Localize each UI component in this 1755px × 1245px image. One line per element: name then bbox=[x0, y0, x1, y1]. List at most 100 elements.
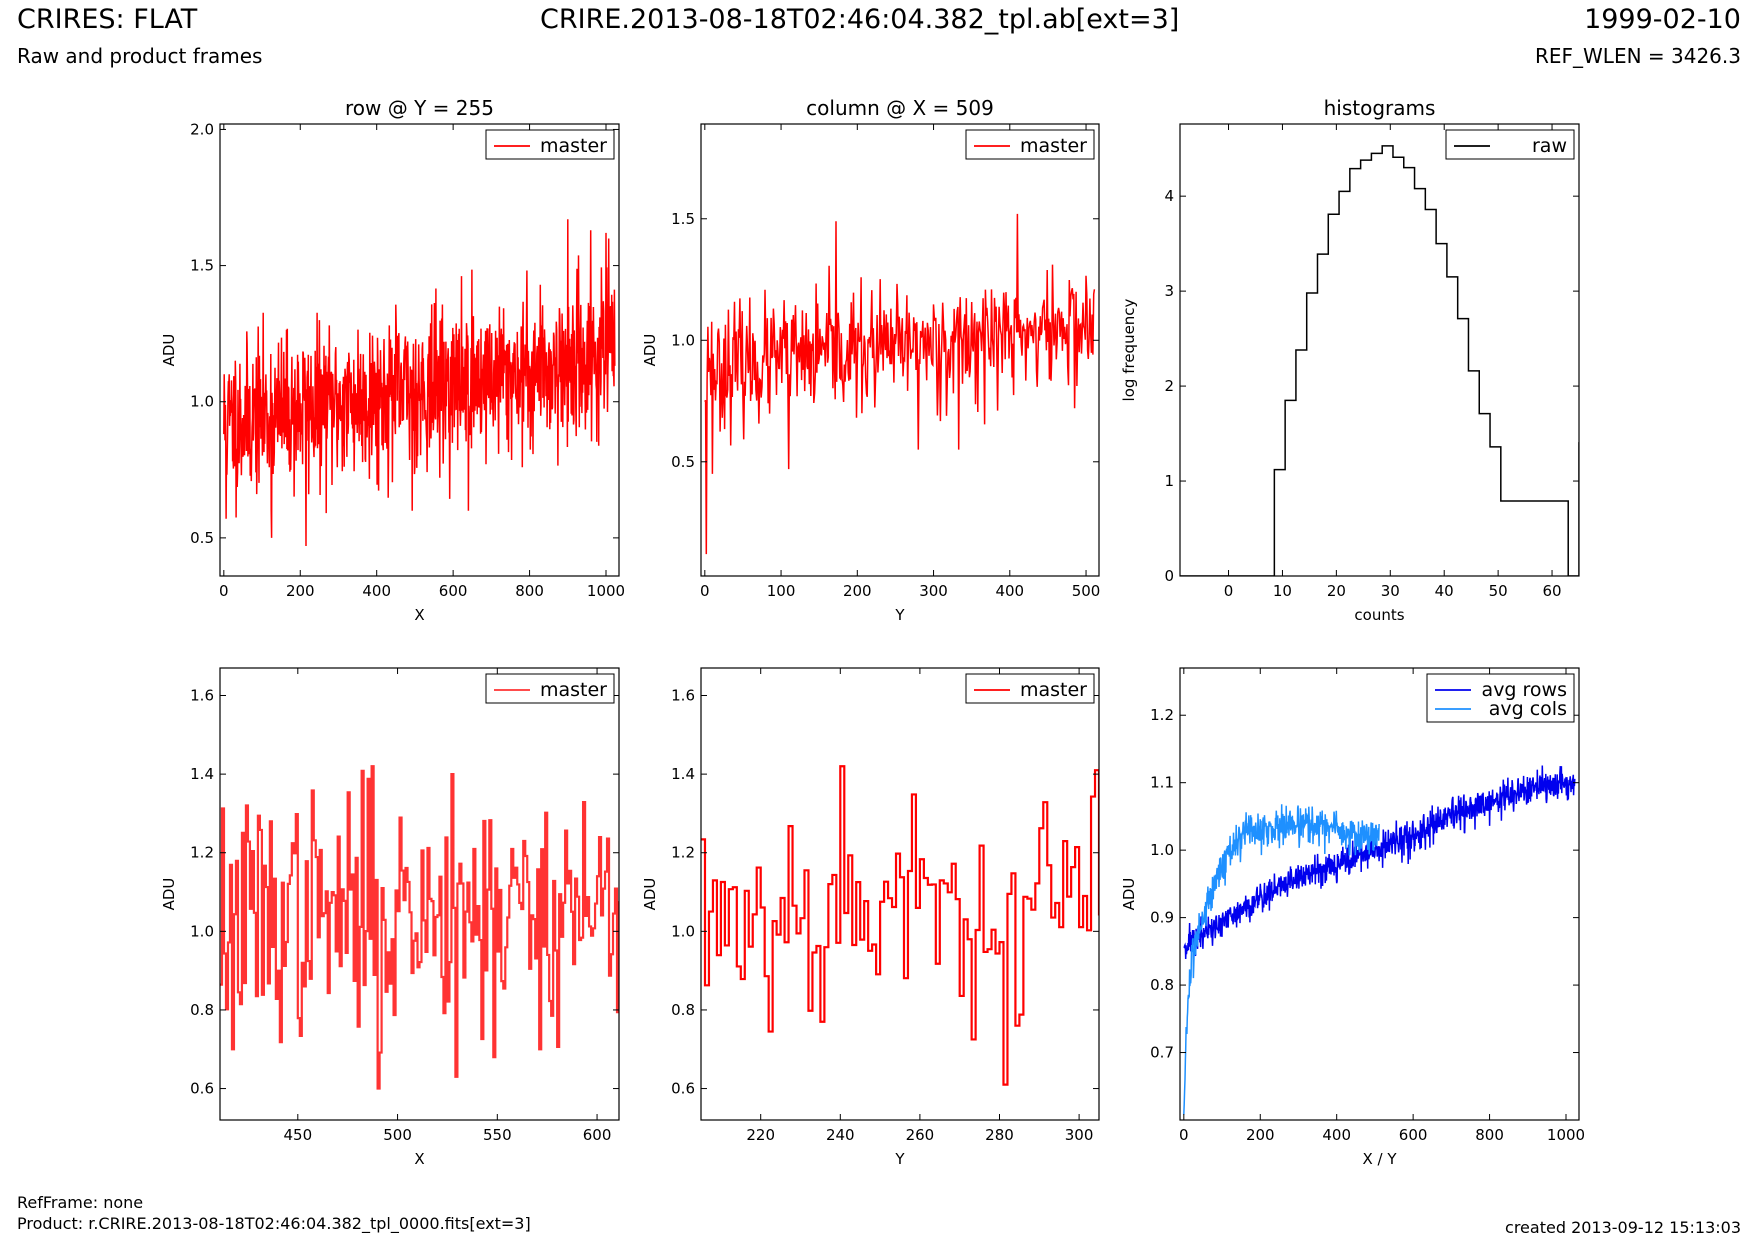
y-tick-label: 1.2 bbox=[1150, 706, 1174, 724]
x-tick-label: 260 bbox=[906, 1126, 935, 1144]
y-axis-label: ADU bbox=[641, 878, 659, 911]
y-tick-label: 1.4 bbox=[671, 765, 695, 783]
legend: master bbox=[965, 673, 1095, 704]
x-tick-label: 200 bbox=[843, 582, 872, 600]
y-tick-label: 1.5 bbox=[671, 210, 695, 228]
plot-frame bbox=[219, 123, 620, 577]
plot-frame bbox=[700, 123, 1100, 577]
x-tick-label: 10 bbox=[1273, 582, 1292, 600]
legend-label: master bbox=[1020, 679, 1087, 701]
legend-label: master bbox=[540, 679, 607, 701]
x-tick-label: 300 bbox=[1065, 1126, 1094, 1144]
x-tick-label: 40 bbox=[1435, 582, 1454, 600]
y-tick-label: 1.1 bbox=[1150, 774, 1174, 792]
chart-title: column @ X = 509 bbox=[806, 96, 994, 120]
header-file-title: CRIRE.2013-08-18T02:46:04.382_tpl.ab[ext… bbox=[540, 4, 1180, 35]
x-tick-label: 400 bbox=[995, 582, 1024, 600]
legend-label: master bbox=[540, 135, 607, 157]
x-tick-label: 240 bbox=[826, 1126, 855, 1144]
x-tick-label: 300 bbox=[919, 582, 948, 600]
y-tick-label: 4 bbox=[1164, 187, 1174, 205]
y-axis-label: ADU bbox=[641, 334, 659, 367]
series-line-master bbox=[701, 765, 1099, 1086]
x-tick-label: 0 bbox=[700, 582, 710, 600]
series-line-raw bbox=[1180, 145, 1579, 576]
header-title: CRIRES: FLAT bbox=[17, 4, 198, 35]
y-axis-label: log frequency bbox=[1120, 298, 1138, 401]
x-tick-label: 220 bbox=[746, 1126, 775, 1144]
x-tick-label: 450 bbox=[283, 1126, 312, 1144]
x-tick-label: 30 bbox=[1381, 582, 1400, 600]
x-tick-label: 20 bbox=[1327, 582, 1346, 600]
y-tick-label: 1.2 bbox=[671, 844, 695, 862]
y-axis-label: ADU bbox=[160, 878, 178, 911]
x-tick-label: 400 bbox=[1322, 1126, 1351, 1144]
plot-frame bbox=[700, 667, 1100, 1121]
series-line-master bbox=[704, 213, 1096, 555]
x-axis-label: X / Y bbox=[1362, 1150, 1397, 1168]
x-tick-label: 400 bbox=[362, 582, 391, 600]
legend-box bbox=[485, 673, 615, 704]
chart-panel-2: 0 100 200 300 400 500 0.5 1.0 1.5 column @ X = 50… bbox=[641, 96, 1100, 624]
y-axis-label: ADU bbox=[1120, 878, 1138, 911]
chart-title: histograms bbox=[1324, 96, 1436, 120]
y-tick-label: 1.5 bbox=[190, 257, 214, 275]
y-tick-label: 1.0 bbox=[671, 922, 695, 940]
y-tick-label: 0.8 bbox=[671, 1001, 695, 1019]
x-tick-label: 800 bbox=[1475, 1126, 1504, 1144]
x-axis-label: Y bbox=[894, 1150, 905, 1168]
legend: master bbox=[485, 129, 615, 160]
legend-label: avg cols bbox=[1489, 698, 1567, 720]
series-line-avg-cols bbox=[1183, 804, 1380, 1115]
legend-label: raw bbox=[1532, 135, 1567, 157]
chart-panel-4: 450 500 550 600 0.6 0.8 1.0 1.2 1.4 1.6 X ADU master bbox=[160, 667, 620, 1168]
legend: master bbox=[965, 129, 1095, 160]
y-tick-label: 1.4 bbox=[190, 765, 214, 783]
legend-box bbox=[1445, 129, 1575, 160]
x-tick-label: 60 bbox=[1542, 582, 1561, 600]
x-axis-label: Y bbox=[894, 606, 905, 624]
y-tick-label: 2.0 bbox=[190, 120, 214, 138]
chart-panel-6: 0 200 400 600 800 1000 0.7 0.8 0.9 1.0 1.1 1.2 X / Y… bbox=[1120, 667, 1585, 1168]
y-tick-label: 1.6 bbox=[671, 687, 695, 705]
x-tick-label: 0 bbox=[1179, 1126, 1189, 1144]
y-tick-label: 2 bbox=[1164, 377, 1174, 395]
chart-panel-1: 0 200 400 600 800 1000 0.5 1.0 1.5 2.0 row @ Y = 2… bbox=[160, 96, 625, 624]
x-tick-label: 500 bbox=[383, 1126, 412, 1144]
x-tick-label: 0 bbox=[1224, 582, 1234, 600]
y-tick-label: 1.0 bbox=[671, 331, 695, 349]
series-line-master bbox=[223, 219, 616, 547]
x-tick-label: 800 bbox=[515, 582, 544, 600]
series-line-master bbox=[220, 765, 619, 1090]
chart-panel-3: 0 10 20 30 40 50 60 0 1 2 3 4 histograms counts log fr… bbox=[1120, 96, 1580, 624]
legend-box bbox=[965, 673, 1095, 704]
legend: raw bbox=[1445, 129, 1575, 160]
y-tick-label: 0 bbox=[1164, 567, 1174, 585]
x-tick-label: 280 bbox=[985, 1126, 1014, 1144]
header-date: 1999-02-10 bbox=[1584, 4, 1741, 35]
plot-frame bbox=[1179, 667, 1580, 1121]
y-tick-label: 0.6 bbox=[190, 1080, 214, 1098]
footer-created: created 2013-09-12 15:13:03 bbox=[1505, 1218, 1741, 1237]
y-tick-label: 1.0 bbox=[1150, 841, 1174, 859]
y-tick-label: 1.6 bbox=[190, 687, 214, 705]
y-tick-label: 0.8 bbox=[1150, 976, 1174, 994]
y-tick-label: 0.7 bbox=[1150, 1044, 1174, 1062]
x-axis-label: counts bbox=[1354, 606, 1404, 624]
y-tick-label: 0.5 bbox=[190, 529, 214, 547]
y-tick-label: 3 bbox=[1164, 282, 1174, 300]
x-tick-label: 550 bbox=[483, 1126, 512, 1144]
x-tick-label: 1000 bbox=[1547, 1126, 1585, 1144]
legend-box bbox=[965, 129, 1095, 160]
y-tick-label: 0.9 bbox=[1150, 909, 1174, 927]
plot-frame bbox=[1179, 123, 1580, 577]
x-axis-label: X bbox=[414, 1150, 424, 1168]
plot-frame bbox=[219, 667, 620, 1121]
legend-label: master bbox=[1020, 135, 1087, 157]
chart-panel-5: 220 240 260 280 300 0.6 0.8 1.0 1.2 1.4 1.6 Y ADU mas… bbox=[641, 667, 1100, 1168]
y-tick-label: 1.2 bbox=[190, 844, 214, 862]
x-tick-label: 0 bbox=[219, 582, 229, 600]
header-ref-wlen: REF_WLEN = 3426.3 bbox=[1534, 44, 1741, 68]
